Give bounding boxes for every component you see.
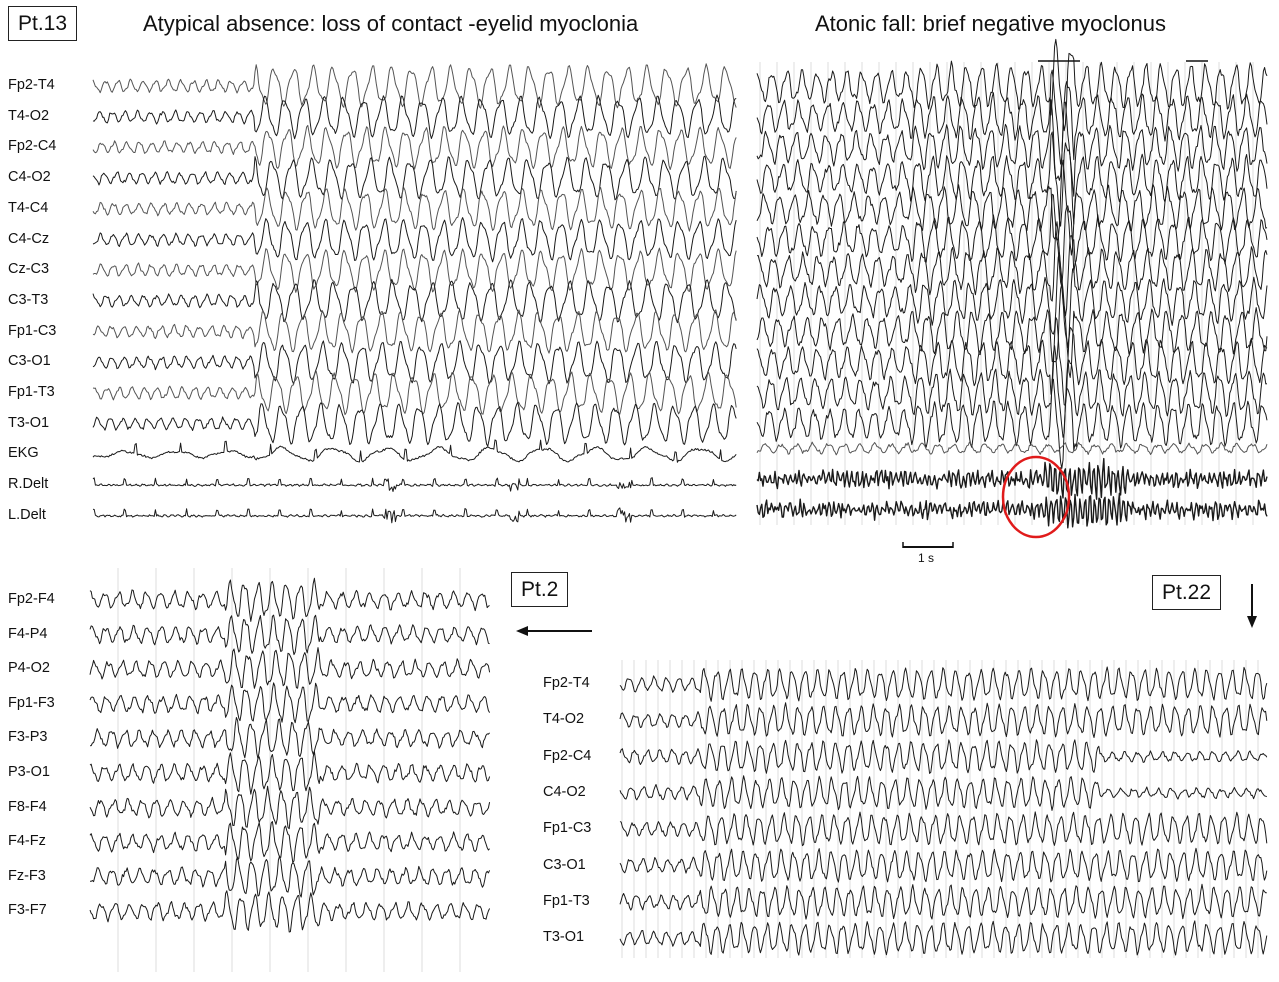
pt22-eeg-trace: [619, 666, 1268, 702]
pt22-channel-label: Fp2-T4: [543, 675, 590, 691]
pt13-channel-label: C3-O1: [8, 353, 51, 370]
patient-label-pt22: Pt.22: [1152, 575, 1222, 610]
pt13-eeg-trace: [92, 247, 737, 293]
pt22-eeg-trace: [619, 920, 1268, 956]
pt22-channel-label: T3-O1: [543, 929, 585, 946]
pt13-eeg-trace: [92, 124, 737, 170]
atonic-emg-trace: [756, 492, 1268, 529]
pt13-eeg-trace: [92, 94, 737, 140]
pt2-channel-label: F8-F4: [8, 798, 47, 815]
patient-label-pt13: Pt.13: [8, 6, 78, 41]
pt2-channel-label: F4-Fz: [8, 833, 46, 850]
pt2-eeg-trace: [90, 855, 491, 898]
pt13-eeg-trace: [92, 278, 737, 324]
pt22-channel-label: T4-O2: [543, 711, 585, 728]
pt22-channel-label: Fp2-C4: [543, 747, 592, 764]
pt2-channel-label: F4-P4: [8, 625, 48, 642]
pt13-channel-label: T4-C4: [8, 199, 49, 216]
atonic-ekg-trace: [756, 441, 1268, 456]
trace-layer: [89, 38, 1268, 956]
pt13-channel-label: Fp1-C3: [8, 322, 57, 339]
atonic-eeg-trace: [756, 283, 1268, 378]
pt13-emg-trace: [92, 477, 737, 492]
pt13-channel-label: T4-O2: [8, 107, 50, 124]
pt22-eeg-trace: [619, 883, 1267, 920]
patient-label-pt2: Pt.2: [511, 572, 569, 607]
pt13-channel-label: Fp2-C4: [8, 138, 57, 155]
pt2-channel-label: F3-F7: [8, 902, 47, 919]
atonic-eeg-trace: [756, 317, 1268, 406]
pt2-eeg-trace: [89, 577, 490, 622]
pt22-eeg-trace: [619, 811, 1268, 847]
pt22-channel-label: C4-O2: [543, 783, 586, 800]
pt22-eeg-trace: [619, 702, 1268, 738]
arrow-pt2-head: [516, 626, 528, 636]
pt2-eeg-trace: [89, 785, 491, 830]
pt13-eeg-trace: [92, 309, 737, 354]
pt22-channel-label: C3-O1: [543, 856, 586, 873]
panel-title-atonic-fall: Atonic fall: brief negative myoclonus: [815, 11, 1166, 36]
atonic-eeg-trace: [756, 131, 1268, 227]
pt22-eeg-trace: [619, 847, 1268, 883]
pt2-eeg-trace: [89, 647, 491, 689]
pt22-eeg-trace: [619, 775, 1267, 811]
pt13-channel-label: EKG: [8, 445, 39, 462]
time-scale-label: 1 s: [918, 551, 935, 565]
atonic-eeg-trace: [756, 378, 1268, 469]
atonic-emg-trace: [756, 457, 1268, 500]
pt13-channel-label: L.Delt: [8, 506, 46, 523]
pt13-eeg-trace: [92, 340, 737, 385]
pt13-ekg-trace: [92, 439, 737, 463]
atonic-eeg-trace: [756, 252, 1268, 349]
pt13-eeg-trace: [92, 370, 737, 416]
pt22-channel-label: Fp1-T3: [543, 892, 590, 909]
pt2-eeg-trace: [89, 717, 490, 760]
atonic-eeg-trace: [756, 159, 1268, 256]
pt13-channel-label: C3-T3: [8, 291, 49, 308]
pt2-channel-label: F3-P3: [8, 729, 48, 746]
pt13-channel-label: C4-O2: [8, 169, 51, 186]
pt13-emg-trace: [92, 507, 737, 524]
pt13-eeg-trace: [92, 63, 737, 109]
negative-myoclonus-highlight-circle: [1001, 455, 1071, 539]
pt13-channel-label: Fp1-T3: [8, 384, 55, 400]
pt13-channel-label: Cz-C3: [8, 261, 50, 278]
atonic-eeg-trace: [756, 38, 1268, 132]
pt13-channel-label: C4-Cz: [8, 230, 50, 247]
pt13-channel-label: Fp2-T4: [8, 77, 55, 93]
pt2-eeg-trace: [89, 614, 490, 656]
pt22-eeg-trace: [619, 739, 1268, 774]
pt13-eeg-trace: [92, 187, 737, 232]
pt2-eeg-trace: [89, 682, 491, 724]
pt13-eeg-trace: [92, 401, 737, 447]
pt2-channel-label: P3-O1: [8, 764, 50, 780]
atonic-eeg-trace: [756, 221, 1268, 317]
pt2-channel-label: Fp2-F4: [8, 591, 55, 607]
pt13-eeg-trace: [92, 155, 737, 201]
pt22-channel-label: Fp1-C3: [543, 820, 592, 837]
pt2-channel-label: P4-O2: [8, 660, 50, 677]
pt2-eeg-trace: [89, 751, 491, 795]
pt2-eeg-trace: [89, 821, 490, 863]
atonic-eeg-trace: [756, 193, 1268, 288]
pt13-channel-label: R.Delt: [8, 476, 49, 493]
pt13-channel-label: T3-O1: [8, 414, 50, 431]
pt13-eeg-trace: [92, 217, 737, 263]
atonic-eeg-trace: [756, 99, 1268, 197]
atonic-eeg-trace: [756, 345, 1268, 438]
arrow-pt22-head: [1247, 616, 1257, 628]
overlay-layer: [516, 60, 1257, 636]
pt2-channel-label: Fz-F3: [8, 867, 46, 884]
atonic-eeg-trace: [756, 69, 1268, 165]
panel-title-atypical-absence: Atypical absence: loss of contact -eyeli…: [143, 11, 639, 36]
pt2-eeg-trace: [89, 890, 491, 933]
pt2-channel-label: Fp1-F3: [8, 694, 55, 711]
